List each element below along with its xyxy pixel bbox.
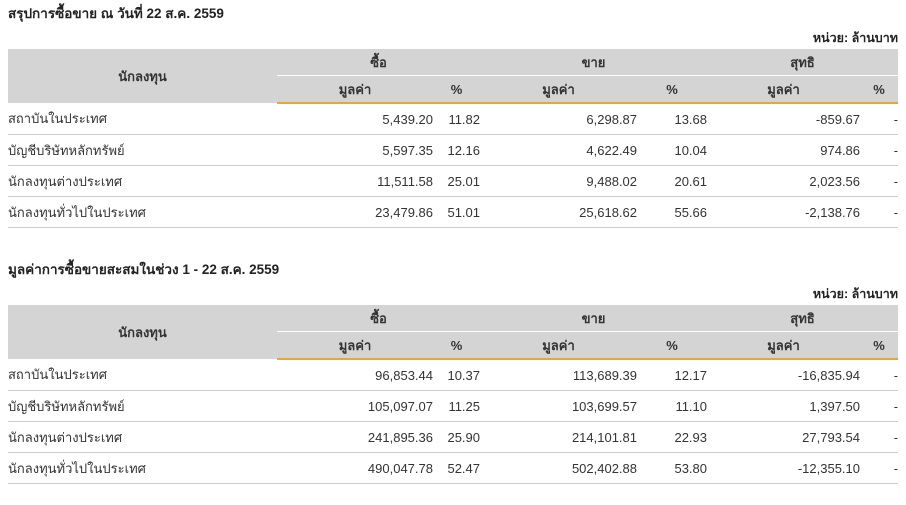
header-sub-row: มูลค่า % มูลค่า % มูลค่า % [8,75,899,104]
net-percent-cell: - [860,390,899,422]
buy-value-header: มูลค่า [277,331,433,360]
sell-value-cell: 103,699.57 [480,390,638,422]
net-value-cell: 2,023.56 [707,165,861,197]
buy-value-cell: 241,895.36 [277,421,433,453]
buy-group-header: ซื้อ [277,305,481,332]
net-percent-cell: - [860,134,899,166]
net-percent-cell: - [860,421,899,453]
net-percent-cell: - [860,196,899,228]
sell-value-cell: 214,101.81 [480,421,638,453]
daily-section-title: สรุปการซื้อขาย ณ วันที่ 22 ส.ค. 2559 [8,6,224,21]
net-percent-cell: - [860,452,899,484]
investor-cell: สถาบันในประเทศ [8,359,277,391]
sell-percent-cell: 11.10 [637,390,708,422]
table-row: นักลงทุนทั่วไปในประเทศ 23,479.86 51.01 2… [8,196,899,228]
table-row: นักลงทุนทั่วไปในประเทศ 490,047.78 52.47 … [8,452,899,484]
cumulative-section-title: มูลค่าการซื้อขายสะสมในช่วง 1 - 22 ส.ค. 2… [8,262,280,277]
investor-column-header: นักลงทุน [8,305,277,359]
sell-percent-cell: 12.17 [637,359,708,391]
net-value-cell: -12,355.10 [707,452,861,484]
cumulative-summary-section: มูลค่าการซื้อขายสะสมในช่วง 1 - 22 ส.ค. 2… [8,262,899,484]
buy-value-cell: 105,097.07 [277,390,433,422]
table-row: สถาบันในประเทศ 96,853.44 10.37 113,689.3… [8,359,899,391]
buy-percent-cell: 10.37 [433,359,481,391]
daily-summary-section: สรุปการซื้อขาย ณ วันที่ 22 ส.ค. 2559 หน่… [8,6,899,228]
sell-value-cell: 25,618.62 [480,196,638,228]
sell-percent-cell: 55.66 [637,196,708,228]
sell-value-cell: 4,622.49 [480,134,638,166]
sell-value-cell: 502,402.88 [480,452,638,484]
investor-cell: นักลงทุนทั่วไปในประเทศ [8,452,277,484]
sell-percent-cell: 22.93 [637,421,708,453]
table-row: สถาบันในประเทศ 5,439.20 11.82 6,298.87 1… [8,103,899,135]
buy-value-header: มูลค่า [277,75,433,104]
daily-summary-table: นักลงทุน ซื้อ ขาย สุทธิ มูลค่า % มูลค่า … [8,49,899,228]
net-value-cell: -859.67 [707,103,861,135]
buy-percent-cell: 25.90 [433,421,481,453]
buy-value-cell: 11,511.58 [277,165,433,197]
sell-percent-header: % [637,75,708,104]
table-header: นักลงทุน ซื้อ ขาย สุทธิ มูลค่า % มูลค่า … [8,49,899,104]
sell-value-cell: 9,488.02 [480,165,638,197]
buy-percent-cell: 51.01 [433,196,481,228]
header-group-row: นักลงทุน ซื้อ ขาย สุทธิ [8,49,899,103]
table-row: บัญชีบริษัทหลักทรัพย์ 105,097.07 11.25 1… [8,390,899,422]
buy-percent-cell: 11.25 [433,390,481,422]
table-row: นักลงทุนต่างประเทศ 241,895.36 25.90 214,… [8,421,899,453]
investor-cell: สถาบันในประเทศ [8,103,277,135]
buy-value-cell: 5,439.20 [277,103,433,135]
buy-percent-cell: 52.47 [433,452,481,484]
buy-value-cell: 490,047.78 [277,452,433,484]
sell-value-cell: 113,689.39 [480,359,638,391]
net-percent-cell: - [860,103,899,135]
buy-percent-cell: 11.82 [433,103,481,135]
net-value-cell: 1,397.50 [707,390,861,422]
investor-cell: บัญชีบริษัทหลักทรัพย์ [8,134,277,166]
buy-value-cell: 23,479.86 [277,196,433,228]
buy-value-cell: 96,853.44 [277,359,433,391]
buy-group-header: ซื้อ [277,49,481,76]
trading-summary-page: สรุปการซื้อขาย ณ วันที่ 22 ส.ค. 2559 หน่… [8,6,899,484]
net-percent-header: % [860,331,899,360]
sell-group-header: ขาย [480,305,708,332]
sell-percent-cell: 10.04 [637,134,708,166]
investor-cell: นักลงทุนต่างประเทศ [8,165,277,197]
net-group-header: สุทธิ [707,49,899,76]
net-group-header: สุทธิ [707,305,899,332]
net-value-cell: -2,138.76 [707,196,861,228]
header-group-row: นักลงทุน ซื้อ ขาย สุทธิ [8,305,899,359]
table-row: บัญชีบริษัทหลักทรัพย์ 5,597.35 12.16 4,6… [8,134,899,166]
sell-percent-cell: 53.80 [637,452,708,484]
investor-cell: นักลงทุนต่างประเทศ [8,421,277,453]
buy-percent-header: % [433,331,481,360]
net-percent-header: % [860,75,899,104]
sell-percent-cell: 13.68 [637,103,708,135]
unit-label: หน่วย: ล้านบาท [812,287,898,301]
cumulative-summary-table: นักลงทุน ซื้อ ขาย สุทธิ มูลค่า % มูลค่า … [8,305,899,484]
investor-cell: บัญชีบริษัทหลักทรัพย์ [8,390,277,422]
sell-group-header: ขาย [480,49,708,76]
net-value-header: มูลค่า [707,75,861,104]
net-value-cell: -16,835.94 [707,359,861,391]
net-value-cell: 27,793.54 [707,421,861,453]
unit-label: หน่วย: ล้านบาท [812,31,898,45]
buy-percent-cell: 12.16 [433,134,481,166]
sell-value-cell: 6,298.87 [480,103,638,135]
net-value-cell: 974.86 [707,134,861,166]
header-sub-row: มูลค่า % มูลค่า % มูลค่า % [8,331,899,360]
investor-cell: นักลงทุนทั่วไปในประเทศ [8,196,277,228]
buy-value-cell: 5,597.35 [277,134,433,166]
sell-percent-cell: 20.61 [637,165,708,197]
sell-percent-header: % [637,331,708,360]
buy-percent-cell: 25.01 [433,165,481,197]
net-percent-cell: - [860,165,899,197]
investor-column-header: นักลงทุน [8,49,277,103]
net-percent-cell: - [860,359,899,391]
sell-value-header: มูลค่า [480,75,638,104]
buy-percent-header: % [433,75,481,104]
table-row: นักลงทุนต่างประเทศ 11,511.58 25.01 9,488… [8,165,899,197]
sell-value-header: มูลค่า [480,331,638,360]
table-header: นักลงทุน ซื้อ ขาย สุทธิ มูลค่า % มูลค่า … [8,305,899,360]
net-value-header: มูลค่า [707,331,861,360]
